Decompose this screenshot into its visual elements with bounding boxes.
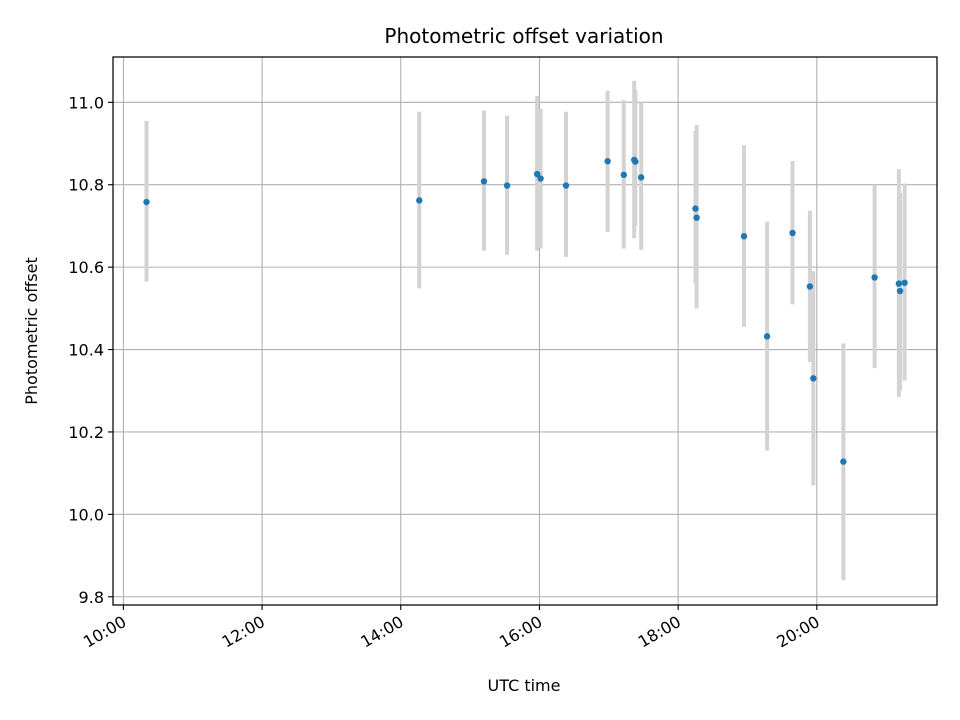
x-axis-label: UTC time [488,676,561,695]
data-point [896,287,904,295]
y-axis-ticks: 9.8 10.0 10.2 10.4 10.6 10.8 11.0 [68,93,113,607]
data-point [480,178,488,185]
y-tick-label: 11.0 [68,93,104,112]
y-tick-label: 9.8 [79,588,104,607]
data-point [416,197,423,204]
data-point [503,182,511,189]
data-point [740,233,748,240]
data-point [533,170,541,178]
data-point [895,280,903,287]
data-point [806,283,814,290]
data-points [143,156,908,465]
data-point [693,214,700,221]
chart-title: Photometric offset variation [384,24,663,48]
data-point [620,171,628,179]
grid [113,57,937,605]
data-point [789,229,796,237]
y-tick-label: 10.0 [68,505,104,524]
data-point [637,174,645,181]
data-point [692,205,699,212]
data-point [901,279,908,286]
data-point [632,158,639,165]
y-tick-label: 10.6 [68,258,104,277]
data-point [763,333,771,340]
y-axis-label: Photometric offset [22,257,41,405]
data-point [143,198,150,206]
data-point [604,158,611,165]
plot-frame [112,56,938,606]
data-point [871,274,878,281]
data-point [810,375,817,382]
data-point [537,175,544,182]
y-tick-label: 10.2 [68,423,104,442]
y-tick-label: 10.8 [68,176,104,195]
data-point [562,182,570,189]
y-tick-label: 10.4 [68,341,104,360]
data-point [840,458,847,465]
